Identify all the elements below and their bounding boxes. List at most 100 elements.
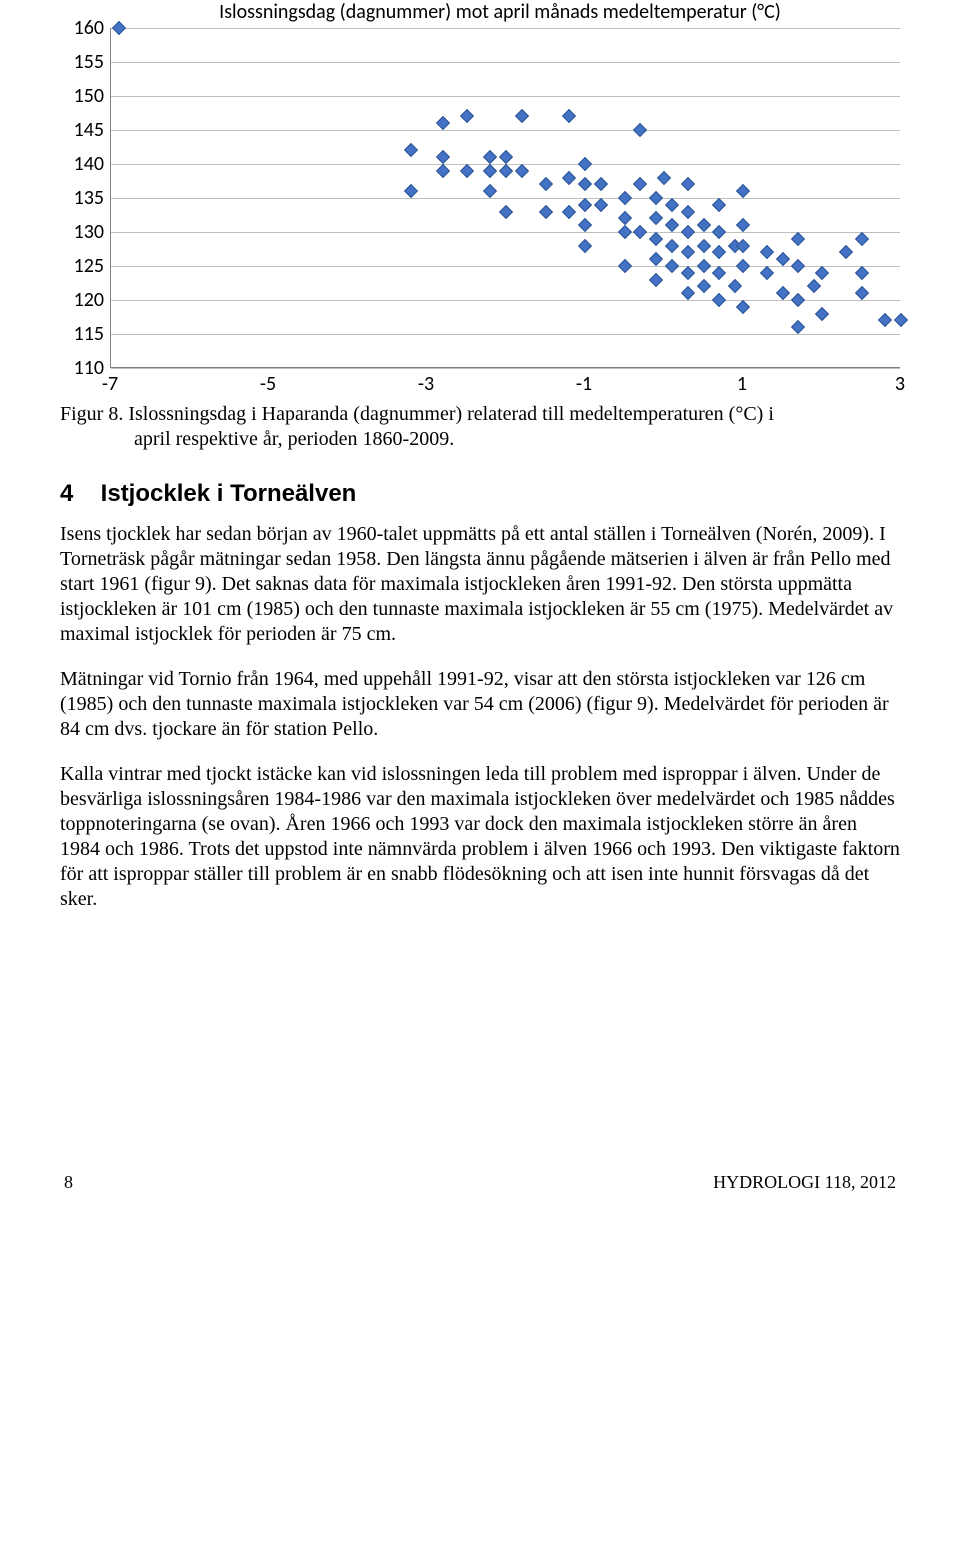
- data-point: [562, 205, 576, 219]
- data-point: [736, 184, 750, 198]
- data-point: [594, 177, 608, 191]
- data-point: [578, 239, 592, 253]
- data-point: [839, 245, 853, 259]
- data-point: [696, 239, 710, 253]
- data-point: [681, 266, 695, 280]
- data-point: [404, 184, 418, 198]
- data-point: [649, 211, 663, 225]
- data-point: [807, 279, 821, 293]
- y-tick-label: 145: [74, 118, 104, 142]
- y-axis: 110115120125130135140145150155160: [60, 28, 110, 368]
- data-point: [578, 177, 592, 191]
- data-point: [760, 266, 774, 280]
- data-point: [815, 307, 829, 321]
- data-point: [712, 198, 726, 212]
- section-number: 4: [60, 480, 94, 508]
- data-point: [712, 293, 726, 307]
- data-point: [617, 191, 631, 205]
- data-point: [791, 320, 805, 334]
- data-point: [791, 293, 805, 307]
- data-point: [578, 198, 592, 212]
- x-tick-label: -7: [102, 372, 118, 396]
- data-point: [633, 177, 647, 191]
- data-point: [854, 232, 868, 246]
- data-point: [483, 184, 497, 198]
- data-point: [775, 252, 789, 266]
- gridline: [111, 300, 900, 301]
- chart-title: Islossningsdag (dagnummer) mot april mån…: [100, 0, 900, 24]
- data-point: [538, 205, 552, 219]
- plot-area: [110, 28, 900, 368]
- data-point: [515, 109, 529, 123]
- data-point: [483, 150, 497, 164]
- paragraph-3: Kalla vintrar med tjockt istäcke kan vid…: [60, 762, 900, 912]
- data-point: [515, 164, 529, 178]
- data-point: [791, 259, 805, 273]
- data-point: [499, 205, 513, 219]
- data-point: [878, 313, 892, 327]
- data-point: [681, 177, 695, 191]
- gridline: [111, 62, 900, 63]
- x-tick-label: 3: [895, 372, 905, 396]
- data-point: [736, 300, 750, 314]
- caption-line1: Figur 8. Islossningsdag i Haparanda (dag…: [60, 403, 774, 425]
- data-point: [436, 116, 450, 130]
- data-point: [681, 286, 695, 300]
- data-point: [775, 286, 789, 300]
- x-tick-label: -3: [418, 372, 434, 396]
- data-point: [538, 177, 552, 191]
- data-point: [436, 164, 450, 178]
- data-point: [562, 171, 576, 185]
- gridline: [111, 198, 900, 199]
- data-point: [665, 218, 679, 232]
- data-point: [483, 164, 497, 178]
- y-tick-label: 130: [74, 220, 104, 244]
- y-tick-label: 140: [74, 152, 104, 176]
- data-point: [649, 191, 663, 205]
- y-tick-label: 110: [74, 356, 104, 380]
- x-axis: -7-5-3-113: [110, 368, 900, 394]
- data-point: [562, 109, 576, 123]
- data-point: [696, 259, 710, 273]
- data-point: [854, 266, 868, 280]
- gridline: [111, 334, 900, 335]
- data-point: [499, 150, 513, 164]
- data-point: [404, 143, 418, 157]
- section-title: Istjocklek i Torneälven: [101, 480, 357, 507]
- y-tick-label: 155: [74, 50, 104, 74]
- data-point: [665, 239, 679, 253]
- data-point: [665, 198, 679, 212]
- gridline: [111, 28, 900, 29]
- data-point: [696, 218, 710, 232]
- data-point: [594, 198, 608, 212]
- data-point: [696, 279, 710, 293]
- y-tick-label: 135: [74, 186, 104, 210]
- paragraph-1: Isens tjocklek har sedan början av 1960-…: [60, 522, 900, 647]
- caption-line2: april respektive år, perioden 1860-2009.: [60, 428, 454, 450]
- data-point: [854, 286, 868, 300]
- gridline: [111, 96, 900, 97]
- gridline: [111, 130, 900, 131]
- data-point: [712, 266, 726, 280]
- data-point: [681, 205, 695, 219]
- y-tick-label: 120: [74, 288, 104, 312]
- data-point: [436, 150, 450, 164]
- y-tick-label: 150: [74, 84, 104, 108]
- y-tick-label: 125: [74, 254, 104, 278]
- data-point: [712, 225, 726, 239]
- gridline: [111, 266, 900, 267]
- page-number: 8: [64, 1172, 73, 1193]
- data-point: [760, 245, 774, 259]
- data-point: [617, 259, 631, 273]
- data-point: [791, 232, 805, 246]
- data-point: [665, 259, 679, 273]
- data-point: [617, 225, 631, 239]
- y-tick-label: 115: [74, 322, 104, 346]
- data-point: [736, 239, 750, 253]
- data-point: [681, 225, 695, 239]
- data-point: [633, 123, 647, 137]
- data-point: [649, 232, 663, 246]
- x-tick-label: -5: [260, 372, 276, 396]
- data-point: [815, 266, 829, 280]
- data-point: [578, 157, 592, 171]
